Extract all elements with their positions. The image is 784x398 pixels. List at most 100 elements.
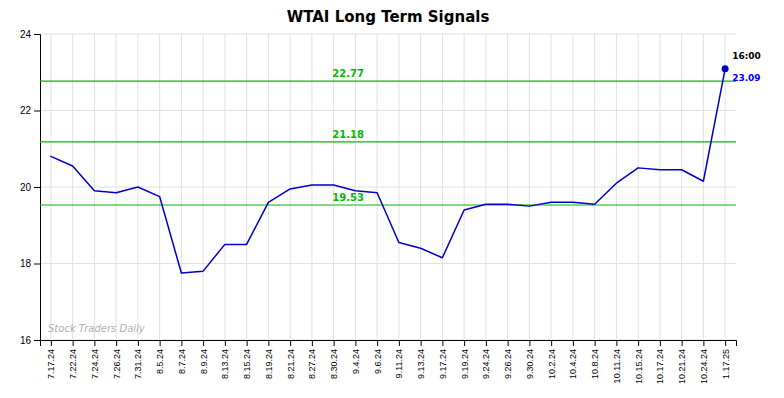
grid	[40, 34, 736, 340]
x-tick: 9.4.24	[351, 340, 361, 374]
y-tick: 22	[20, 105, 40, 116]
x-tick-label: 9.4.24	[351, 349, 361, 374]
x-tick-label: 9.6.24	[373, 349, 383, 374]
grid-line-x	[703, 34, 704, 340]
x-tick-mark	[616, 340, 617, 346]
x-tick: 10.15.24	[634, 340, 644, 384]
x-tick-mark	[116, 340, 117, 346]
hline	[40, 204, 736, 205]
grid-line-x	[377, 34, 378, 340]
x-tick-label: 9.17.24	[438, 349, 448, 379]
x-tick-mark	[203, 340, 204, 346]
hline-label: 19.53	[332, 192, 364, 203]
x-tick: 8.19.24	[264, 340, 274, 379]
grid-line-x	[507, 34, 508, 340]
x-tick-label: 10.17.24	[655, 349, 665, 384]
x-tick-label: 9.13.24	[416, 349, 426, 379]
y-tick-mark	[34, 187, 40, 188]
x-tick: 8.30.24	[329, 340, 339, 379]
x-tick-mark	[595, 340, 596, 346]
x-tick-label: 9.26.24	[503, 349, 513, 379]
y-tick: 20	[20, 182, 40, 193]
x-tick-label: 8.21.24	[286, 349, 296, 379]
x-tick: 10.21.24	[677, 340, 687, 384]
grid-line-x	[355, 34, 356, 340]
x-tick-label: 8.27.24	[307, 349, 317, 379]
grid-line-x	[116, 34, 117, 340]
x-tick-label: 8.30.24	[329, 349, 339, 379]
hline-label: 21.18	[332, 129, 364, 140]
y-axis-line	[34, 35, 41, 341]
x-axis-line	[41, 341, 737, 347]
x-tick-mark	[703, 340, 704, 346]
x-tick: 8.27.24	[307, 340, 317, 379]
watermark: Stock Traders Daily	[48, 323, 146, 334]
grid-line-x	[159, 34, 160, 340]
grid-line-x	[594, 34, 595, 340]
x-tick-mark	[399, 340, 400, 346]
x-tick-label: 10.24.24	[699, 349, 709, 384]
grid-line-x	[246, 34, 247, 340]
grid-line-x	[616, 34, 617, 340]
x-tick: 9.19.24	[460, 340, 470, 379]
y-tick-label: 18	[20, 258, 32, 269]
x-tick-mark	[73, 340, 74, 346]
x-tick: 7.22.24	[68, 340, 78, 379]
last-point-annotation: 16:00	[732, 51, 761, 61]
grid-line-x	[572, 34, 573, 340]
marks	[40, 65, 736, 273]
grid-line-x	[442, 34, 443, 340]
x-tick-mark	[334, 340, 335, 346]
x-tick-label: 8.5.24	[155, 349, 165, 374]
x-tick: 7.24.24	[90, 340, 100, 379]
x-tick: 10.8.24	[590, 340, 600, 379]
x-tick: 7.17.24	[46, 340, 56, 379]
x-tick-mark	[486, 340, 487, 346]
y-tick-mark	[34, 264, 40, 265]
x-tick-label: 8.9.24	[199, 349, 209, 374]
grid-line-x	[224, 34, 225, 340]
y-tick-mark	[34, 34, 40, 35]
hline-label: 22.77	[332, 68, 364, 79]
last-point	[722, 65, 729, 72]
labels: 22.77 21.18 19.53 16:00 23.09 Stock Traders D…	[48, 51, 761, 334]
x-tick-mark	[181, 340, 182, 346]
x-tick-label: 8.19.24	[264, 349, 274, 379]
x-tick: 8.15.24	[242, 340, 252, 379]
x-tick: 9.24.24	[481, 340, 491, 379]
y-tick-mark	[34, 111, 40, 112]
x-tick: 8.21.24	[286, 340, 296, 379]
y-tick: 16	[20, 335, 40, 346]
x-tick-mark	[638, 340, 639, 346]
x-tick-label: 10.21.24	[677, 349, 687, 384]
x-tick-mark	[138, 340, 139, 346]
grid-line-x	[659, 34, 660, 340]
grid-line-y	[40, 110, 736, 111]
y-tick: 24	[20, 29, 40, 40]
x-tick: 8.9.24	[199, 340, 209, 374]
x-tick-mark	[660, 340, 661, 346]
grid-line-x	[181, 34, 182, 340]
grid-line-x	[464, 34, 465, 340]
grid-line-x	[420, 34, 421, 340]
grid-line-x	[268, 34, 269, 340]
grid-line-x	[290, 34, 291, 340]
x-tick-mark	[225, 340, 226, 346]
x-tick: 9.11.24	[394, 340, 404, 378]
x-tick-label: 7.26.24	[112, 349, 122, 379]
x-tick-label: 8.7.24	[177, 349, 187, 374]
grid-line-y	[40, 34, 736, 35]
x-tick-mark	[355, 340, 356, 346]
x-tick: 7.26.24	[112, 340, 122, 379]
x-tick-mark	[682, 340, 683, 346]
x-tick-label: 8.15.24	[242, 349, 252, 379]
grid-line-x	[398, 34, 399, 340]
x-tick-mark	[247, 340, 248, 346]
x-tick: 10.24.24	[699, 340, 709, 384]
grid-line-x	[203, 34, 204, 340]
y-tick-mark	[34, 340, 40, 341]
x-tick: 9.26.24	[503, 340, 513, 379]
grid-line-x	[72, 34, 73, 340]
last-point-annotation: 23.09	[732, 73, 760, 83]
x-tick-mark	[464, 340, 465, 346]
